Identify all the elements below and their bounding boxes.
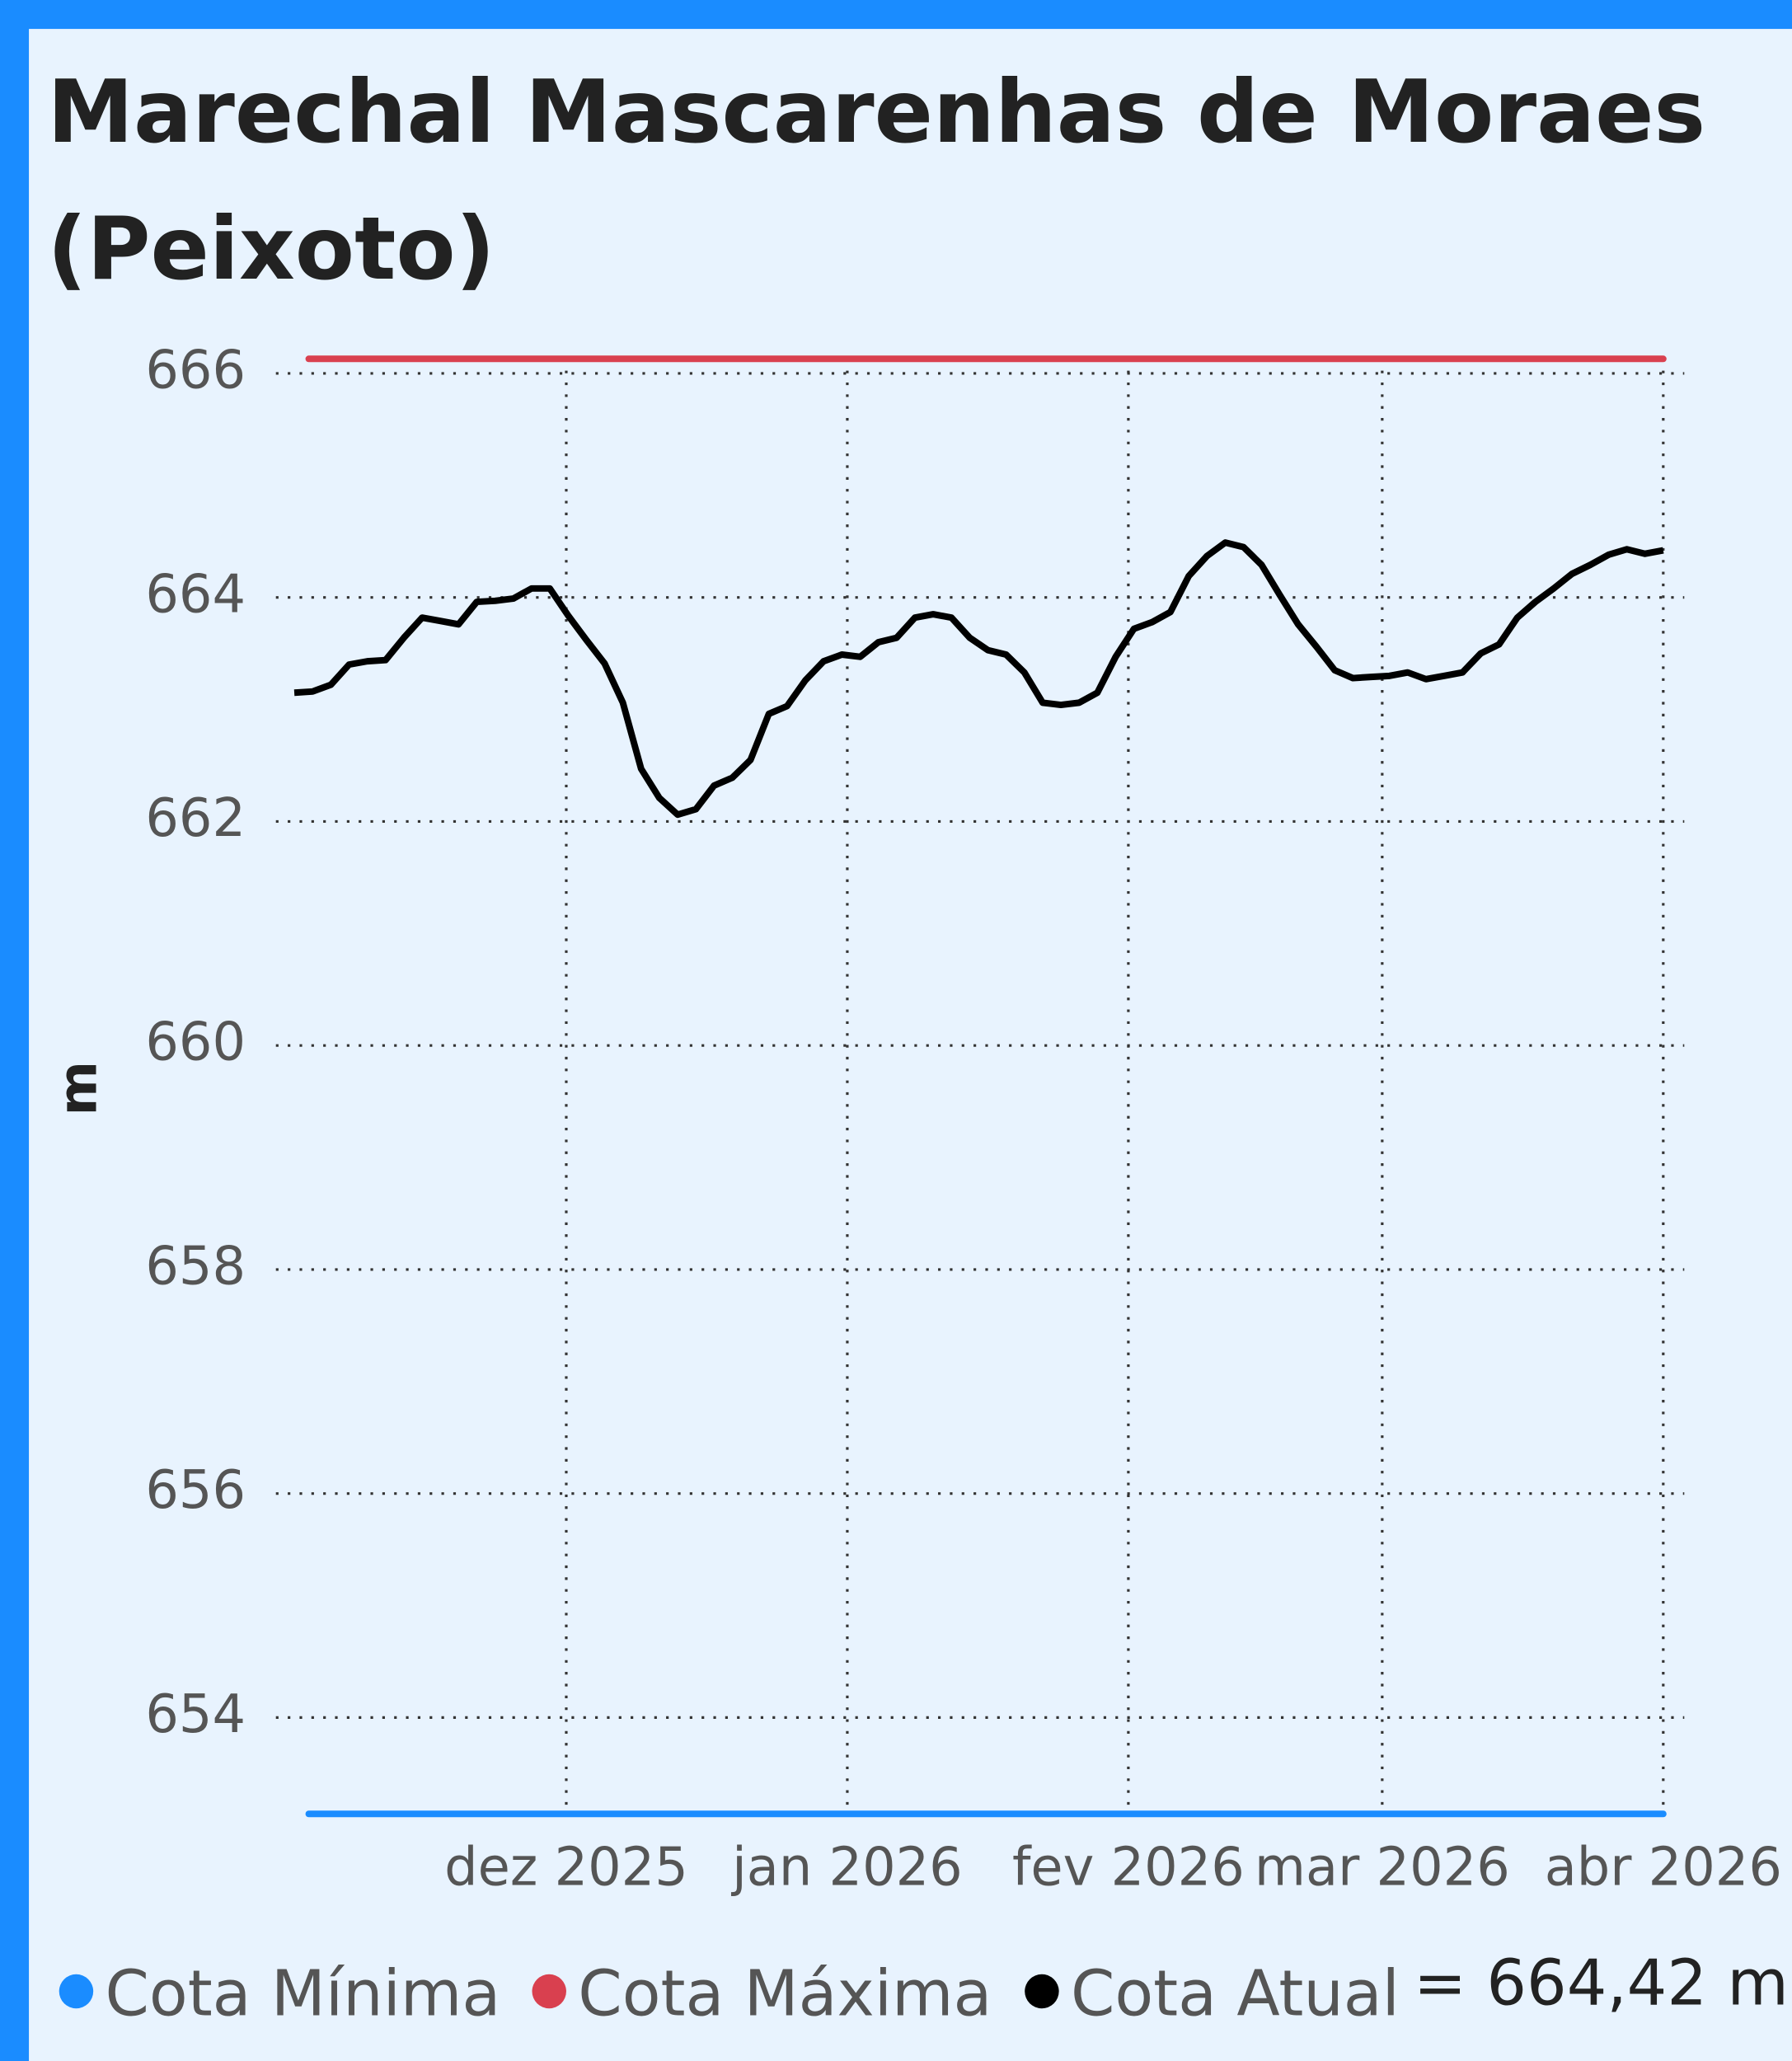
x-tick-label: fev 2026 bbox=[1012, 1837, 1245, 1898]
y-tick-label: 666 bbox=[145, 340, 246, 401]
y-tick-label: 658 bbox=[145, 1236, 246, 1297]
y-axis-label: m bbox=[48, 1061, 109, 1115]
legend-marker bbox=[59, 1974, 94, 2009]
y-tick-label: 662 bbox=[145, 788, 246, 849]
legend-marker bbox=[1025, 1974, 1059, 2009]
x-tick-label: jan 2026 bbox=[730, 1837, 963, 1898]
y-tick-label: 664 bbox=[145, 564, 246, 625]
y-tick-label: 660 bbox=[145, 1012, 246, 1073]
chart-title: Marechal Mascarenhas de Moraes (Peixoto) bbox=[47, 61, 1706, 300]
legend-marker bbox=[532, 1974, 566, 2009]
legend-label: Cota Mínima bbox=[106, 1957, 501, 2030]
y-tick-label: 654 bbox=[145, 1684, 246, 1745]
x-tick-label: dez 2025 bbox=[444, 1837, 688, 1898]
x-tick-label: mar 2026 bbox=[1255, 1837, 1510, 1898]
title-box: Marechal Mascarenhas de Moraes (Peixoto) bbox=[47, 61, 1706, 300]
x-tick-label: abr 2026 bbox=[1545, 1837, 1782, 1898]
legend-label: Cota Atual bbox=[1071, 1957, 1400, 2030]
y-tick-label: 656 bbox=[145, 1460, 246, 1521]
current-value-label: = 664,42 m bbox=[1414, 1947, 1789, 2021]
card-background bbox=[29, 29, 1792, 2061]
legend-label: Cota Máxima bbox=[578, 1957, 992, 2030]
data-line bbox=[293, 539, 1664, 819]
